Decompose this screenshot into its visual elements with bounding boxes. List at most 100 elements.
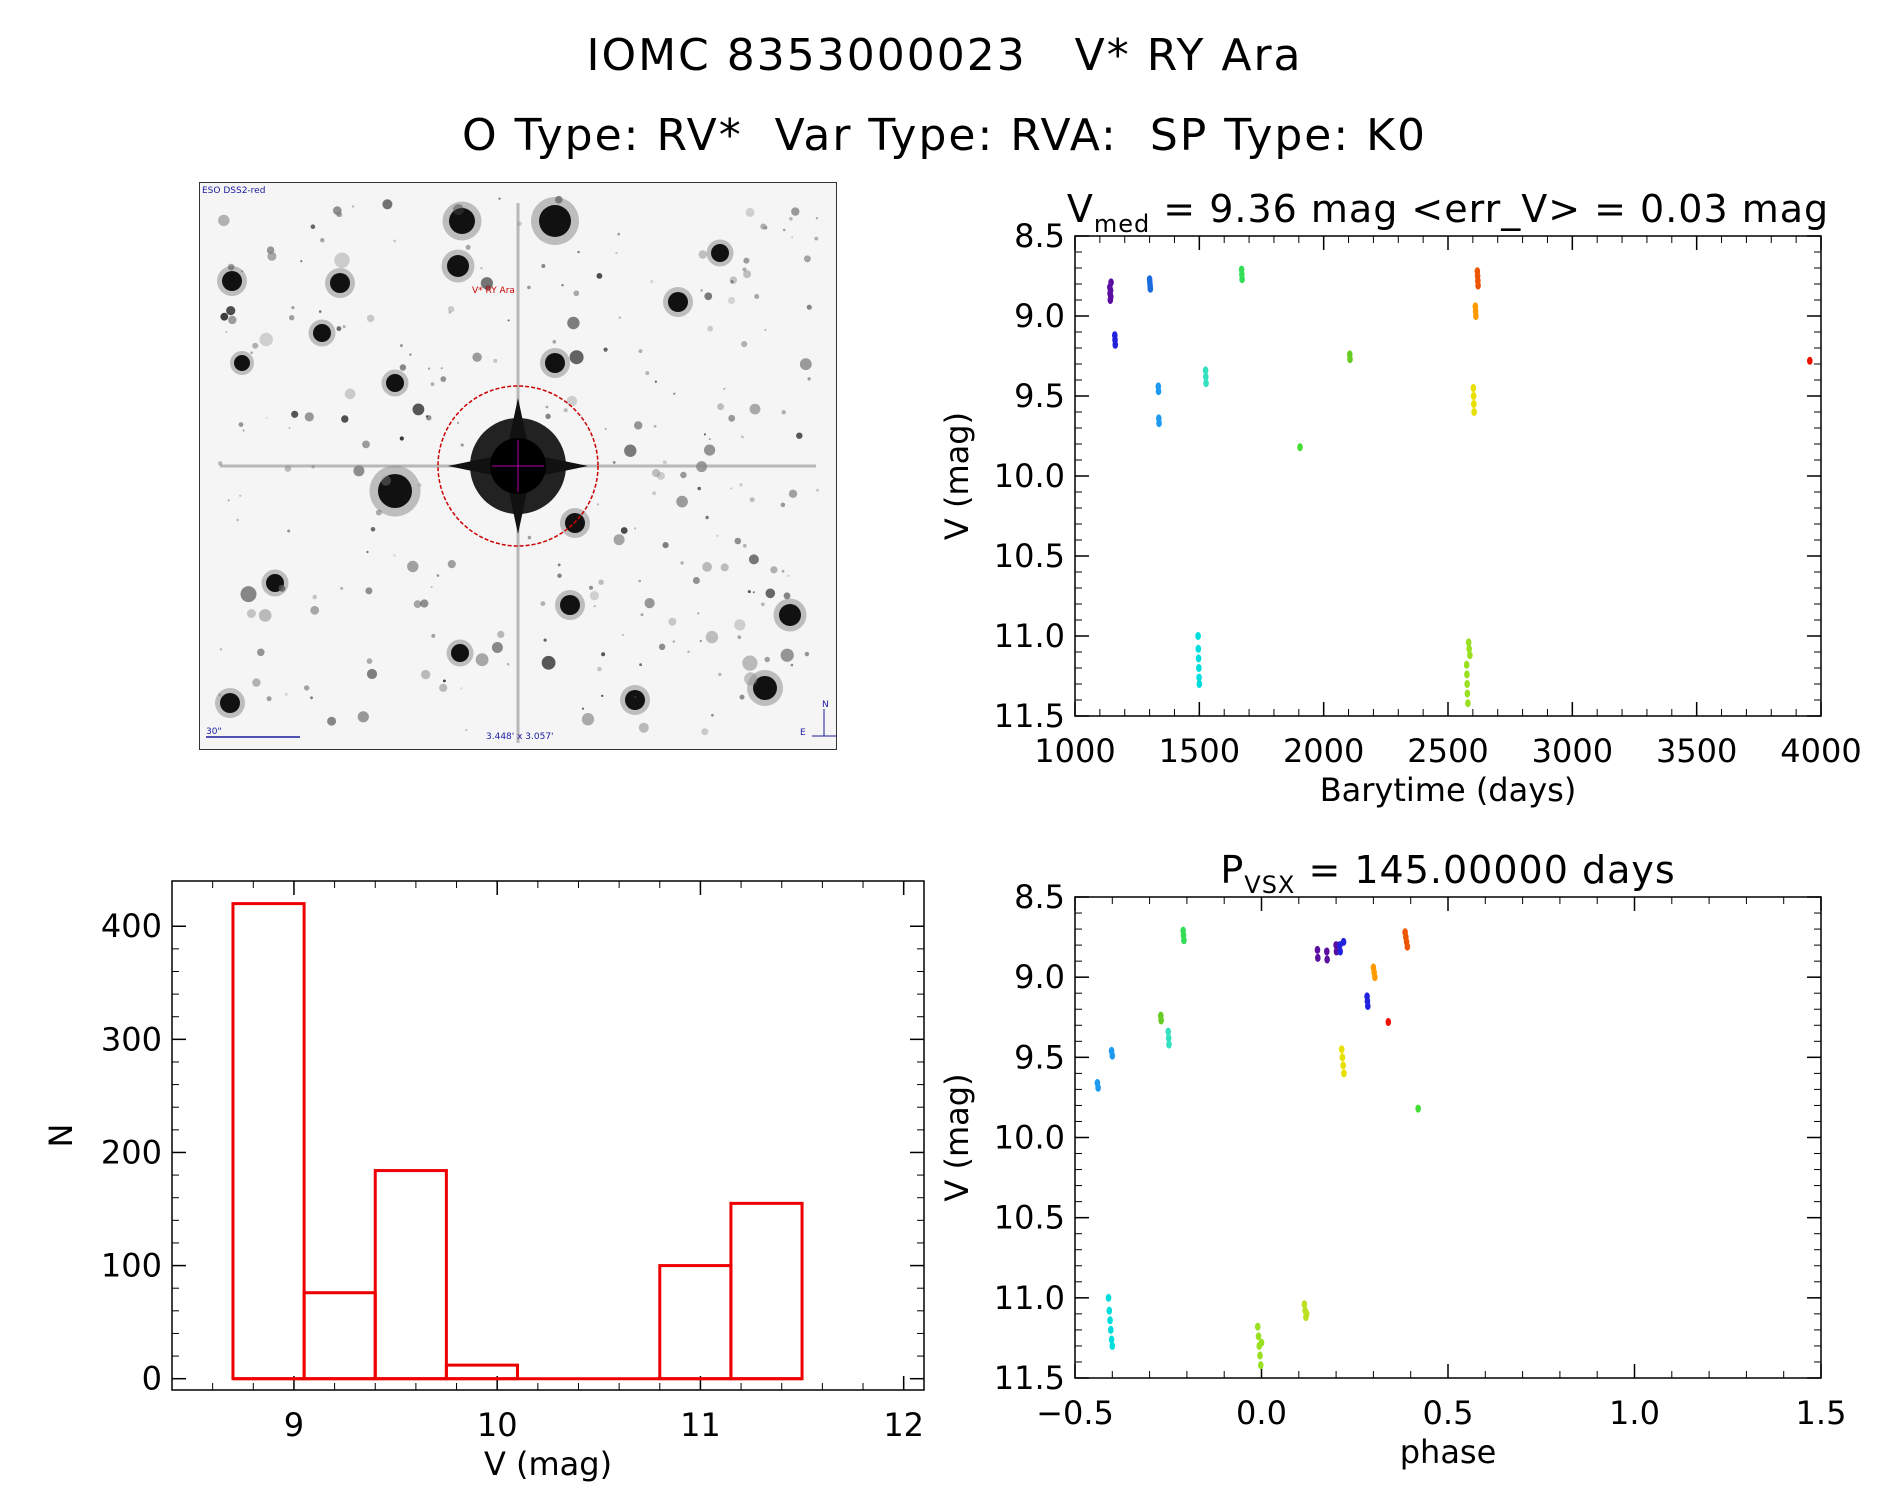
star [687, 650, 690, 653]
lightcurve-point [1202, 372, 1209, 381]
star [638, 579, 641, 583]
phased-xtick-label: 0.5 [1423, 1394, 1474, 1432]
star [621, 634, 624, 636]
star [497, 630, 505, 638]
phased-ylabel: V (mag) [938, 1073, 976, 1201]
lightcurve-point [1147, 284, 1154, 293]
star [749, 497, 755, 503]
star [312, 594, 317, 600]
star [744, 672, 758, 686]
star [765, 588, 776, 599]
star [460, 687, 463, 690]
star [506, 662, 510, 666]
lightcurve-point [1473, 312, 1479, 320]
star [638, 722, 649, 733]
lightcurve-point [1297, 443, 1303, 452]
phased-point [1158, 1016, 1164, 1025]
star [413, 600, 422, 608]
phased-point [1303, 1309, 1310, 1318]
phased-point [1105, 1293, 1112, 1302]
star [737, 635, 742, 639]
star [545, 353, 565, 373]
object-label: V* RY Ara [472, 286, 515, 296]
lightcurve-point [1195, 654, 1202, 663]
star [431, 633, 436, 638]
histogram-ytick-label: 400 [101, 907, 162, 945]
star [353, 465, 365, 477]
lightcurve-ytick-label: 8.5 [1014, 217, 1065, 255]
star [596, 503, 600, 506]
star [409, 353, 412, 356]
star [527, 285, 531, 290]
lightcurve-series-s5 [1195, 632, 1203, 688]
finder-chart: ESO DSS2-red V* RY Ara 30" 3.448' x 3.05… [199, 182, 837, 750]
star [225, 331, 228, 334]
star [796, 432, 803, 439]
star [507, 319, 510, 322]
phased-frame [1074, 896, 1822, 1379]
star [545, 405, 549, 409]
lightcurve-ytick-label: 11.5 [994, 697, 1065, 735]
phased-xtick-label: 1.0 [1609, 1394, 1660, 1432]
phased-point [1339, 1053, 1346, 1062]
lightcurve-ytick-label: 11.0 [994, 617, 1065, 655]
star [668, 292, 688, 312]
star [639, 663, 642, 666]
phased-point [1165, 1027, 1172, 1036]
star [745, 207, 755, 217]
star [334, 252, 350, 268]
star [370, 527, 376, 532]
histogram-panel: 9 10 11 12 0 100 200 300 400 V (mag) N [42, 880, 925, 1483]
star [743, 270, 752, 279]
star [399, 436, 404, 441]
star [399, 364, 407, 371]
lightcurve-xtick-label: 3500 [1656, 732, 1737, 770]
star [566, 395, 578, 407]
star [362, 440, 370, 449]
star [236, 518, 239, 522]
lightcurve-point [1202, 366, 1209, 375]
star [339, 213, 343, 218]
star [615, 251, 618, 255]
lightcurve-frame [1074, 235, 1822, 717]
histogram-bar [444, 1363, 520, 1381]
star [567, 316, 580, 330]
star [620, 527, 628, 534]
star [480, 267, 483, 270]
star [644, 598, 655, 609]
star [333, 206, 342, 215]
star [654, 380, 657, 383]
phased-point [1340, 937, 1347, 946]
histogram-ytick-label: 100 [101, 1247, 162, 1285]
star [336, 326, 342, 332]
star [291, 306, 295, 310]
phased-series-s11 [1338, 1045, 1347, 1078]
phased-ytick-label: 9.0 [1014, 958, 1065, 996]
star [287, 529, 291, 533]
star [341, 415, 349, 423]
star [814, 236, 819, 241]
star [428, 367, 431, 370]
lightcurve-point [1464, 680, 1470, 688]
star [357, 711, 369, 723]
star [788, 489, 798, 498]
star [699, 639, 702, 643]
star [421, 669, 431, 680]
star [617, 232, 620, 236]
star [789, 217, 793, 221]
star [676, 495, 688, 508]
star [650, 279, 654, 284]
histogram-xtick-label: 11 [680, 1406, 721, 1444]
star [791, 207, 800, 216]
histogram-bar [231, 902, 306, 1381]
star [447, 255, 469, 277]
star [310, 605, 320, 615]
lightcurve-point [1108, 278, 1114, 287]
star [246, 609, 256, 618]
star [265, 416, 268, 419]
star [386, 374, 404, 392]
phased-series-s1 [1314, 941, 1340, 964]
star [278, 585, 286, 592]
phased-ytick-label: 11.5 [994, 1359, 1065, 1397]
